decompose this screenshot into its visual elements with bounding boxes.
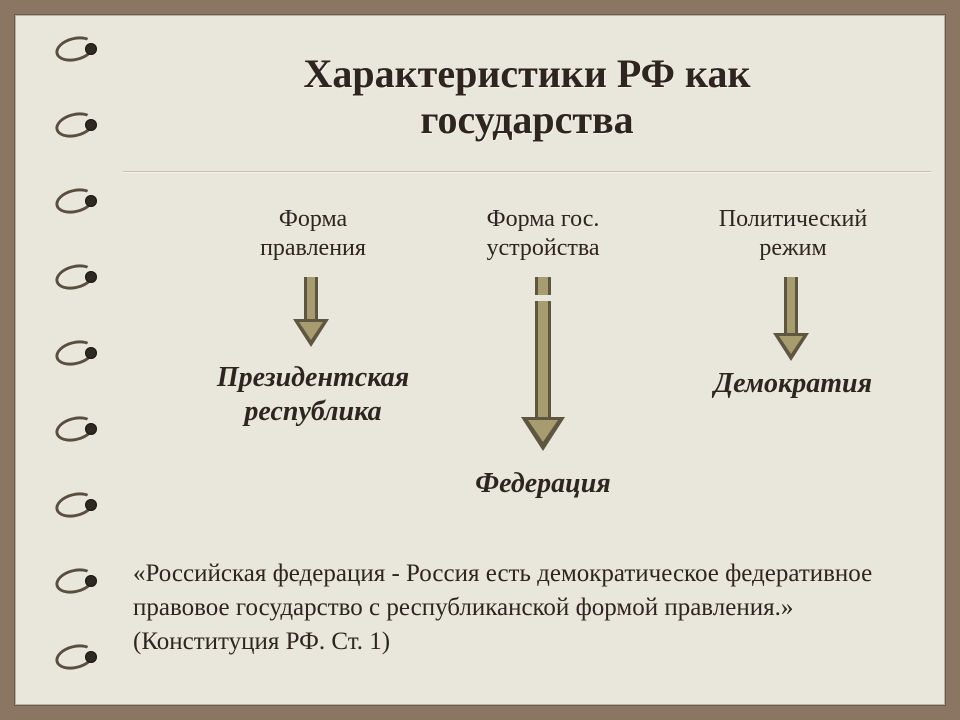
slide-title: Характеристики РФ как государства <box>123 15 931 143</box>
result-line-1: Президентская <box>163 361 463 395</box>
category-line-1: Форма гос. <box>433 205 653 234</box>
category-label: Формаправления <box>203 205 423 263</box>
binding-ring <box>55 567 111 595</box>
binding-ring <box>55 187 111 215</box>
category-line-1: Форма <box>203 205 423 234</box>
result-label: Демократия <box>673 367 913 401</box>
title-underline <box>123 171 931 173</box>
binding-ring <box>55 415 111 443</box>
title-line-2: государства <box>123 97 931 143</box>
category-line-2: устройства <box>433 234 653 263</box>
spiral-binding <box>55 15 115 705</box>
category-label: Форма гос.устройства <box>433 205 653 263</box>
binding-ring <box>55 491 111 519</box>
slide-content: Характеристики РФ как государства Формап… <box>123 15 931 705</box>
quote-text: «Российская федерация - Россия есть демо… <box>133 560 872 655</box>
binding-ring <box>55 111 111 139</box>
result-line-1: Федерация <box>423 467 663 501</box>
binding-ring <box>55 35 111 63</box>
category-line-1: Политический <box>663 205 923 234</box>
result-label: Президентскаяреспублика <box>163 361 463 428</box>
result-line-2: республика <box>163 395 463 429</box>
result-label: Федерация <box>423 467 663 501</box>
result-line-1: Демократия <box>673 367 913 401</box>
binding-ring <box>55 263 111 291</box>
title-line-1: Характеристики РФ как <box>123 51 931 97</box>
category-line-2: правления <box>203 234 423 263</box>
category-label: Политическийрежим <box>663 205 923 263</box>
constitution-quote: «Российская федерация - Россия есть демо… <box>133 557 913 658</box>
category-line-2: режим <box>663 234 923 263</box>
slide-frame: Характеристики РФ как государства Формап… <box>14 14 946 706</box>
binding-ring <box>55 643 111 671</box>
binding-ring <box>55 339 111 367</box>
